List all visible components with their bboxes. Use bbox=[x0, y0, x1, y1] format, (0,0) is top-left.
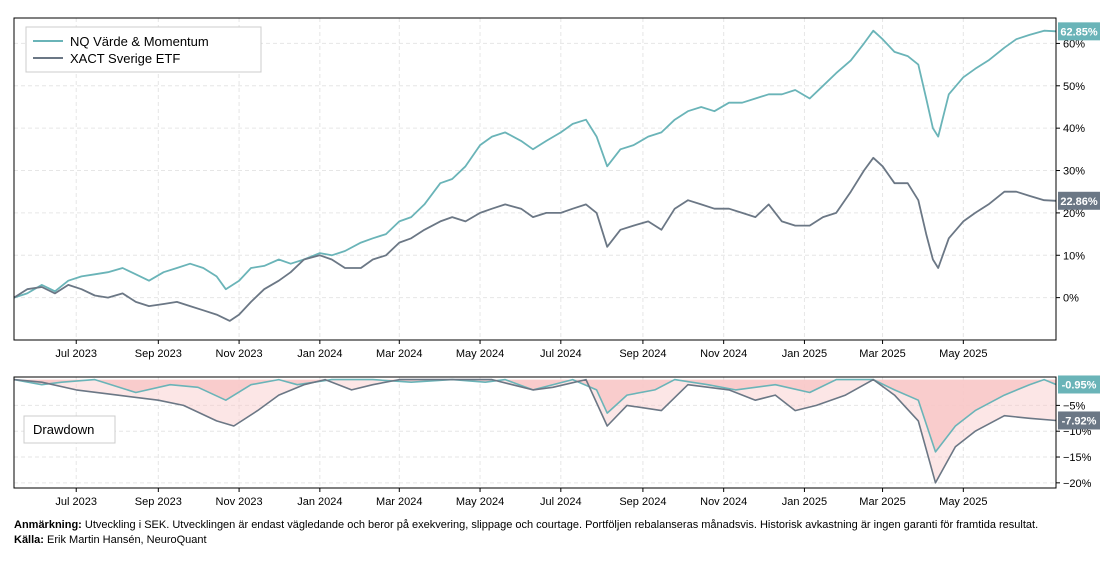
drawdown-x-tick-label: May 2025 bbox=[939, 496, 987, 508]
drawdown-nq-end-label-box bbox=[1058, 375, 1100, 394]
drawdown-panel-frame bbox=[13, 376, 1057, 489]
drawdown-title-text: Drawdown bbox=[33, 422, 94, 437]
drawdown-xact-end-label-box bbox=[1058, 411, 1100, 430]
legend: NQ Värde & Momentum XACT Sverige ETF bbox=[25, 26, 262, 73]
drawdown-y-tick-label: −5% bbox=[1063, 400, 1086, 412]
performance-xact-end-label-text: 22.86% bbox=[1060, 196, 1098, 208]
drawdown-x-tick-label: Sep 2023 bbox=[135, 496, 182, 508]
performance-x-tick-label: May 2024 bbox=[456, 348, 504, 360]
series-line-xact bbox=[13, 156, 1057, 322]
drawdown-x-tick-label: Sep 2024 bbox=[619, 496, 666, 508]
performance-x-tick-label: Nov 2024 bbox=[700, 348, 747, 360]
drawdown-title: Drawdown bbox=[23, 415, 116, 444]
drawdown-x-tick-label: Jul 2024 bbox=[540, 496, 582, 508]
performance-x-tick-label: Jan 2025 bbox=[782, 348, 827, 360]
performance-xact-end-label-box bbox=[1058, 191, 1100, 210]
drawdown-x-tick-label: Mar 2025 bbox=[859, 496, 905, 508]
performance-y-tick-label: 0% bbox=[1063, 293, 1079, 305]
performance-nq-end-label: 62.85% bbox=[1058, 22, 1100, 41]
legend-box bbox=[25, 26, 262, 73]
performance-x-tick-label: Sep 2024 bbox=[619, 348, 666, 360]
performance-y-tick-label: 10% bbox=[1063, 250, 1085, 262]
drawdown-area-xact bbox=[14, 379, 1056, 483]
drawdown-y-tick-label: −20% bbox=[1063, 478, 1092, 490]
performance-x-tick-label: Mar 2025 bbox=[859, 348, 905, 360]
drawdown-title-box bbox=[23, 415, 116, 444]
source-text: Erik Martin Hansén, NeuroQuant bbox=[43, 534, 207, 546]
drawdown-nq-end-label: -0.95% bbox=[1058, 375, 1100, 394]
performance-panel-frame bbox=[13, 17, 1057, 341]
drawdown-line-xact bbox=[13, 378, 1057, 484]
performance-y-tick-label: 50% bbox=[1063, 81, 1085, 93]
footnote: Anmärkning: Utveckling i SEK. Utveckling… bbox=[14, 518, 1038, 532]
performance-x-tick-label: Sep 2023 bbox=[135, 348, 182, 360]
performance-nq-end-label-text: 62.85% bbox=[1060, 26, 1098, 38]
drawdown-y-tick-label: −15% bbox=[1063, 452, 1092, 464]
drawdown-xact-end-label-text: -7.92% bbox=[1062, 415, 1097, 427]
performance-x-tick-label: Mar 2024 bbox=[376, 348, 422, 360]
performance-x-tick-label: Jul 2024 bbox=[540, 348, 582, 360]
footnote-label: Anmärkning: bbox=[14, 519, 82, 531]
drawdown-x-tick-label: Jul 2023 bbox=[55, 496, 97, 508]
performance-x-tick-label: Nov 2023 bbox=[216, 348, 263, 360]
series-line-nq bbox=[13, 29, 1057, 299]
performance-x-tick-label: Jan 2024 bbox=[297, 348, 342, 360]
drawdown-x-tick-label: Nov 2024 bbox=[700, 496, 747, 508]
drawdown-x-tick-label: May 2024 bbox=[456, 496, 504, 508]
drawdown-x-tick-label: Nov 2023 bbox=[216, 496, 263, 508]
legend-label: XACT Sverige ETF bbox=[70, 51, 180, 66]
performance-y-tick-label: 30% bbox=[1063, 166, 1085, 178]
performance-nq-end-label-box bbox=[1058, 22, 1100, 41]
drawdown-x-tick-label: Jan 2025 bbox=[782, 496, 827, 508]
performance-y-tick-label: 40% bbox=[1063, 123, 1085, 135]
performance-y-tick-label: 20% bbox=[1063, 208, 1085, 220]
source-label: Källa: bbox=[14, 534, 44, 546]
drawdown-x-tick-label: Jan 2024 bbox=[297, 496, 342, 508]
footnote-text: Utveckling i SEK. Utvecklingen är endast… bbox=[81, 519, 1039, 531]
source-note: Källa: Erik Martin Hansén, NeuroQuant bbox=[14, 533, 207, 547]
performance-xact-end-label: 22.86% bbox=[1058, 191, 1100, 210]
performance-x-tick-label: May 2025 bbox=[939, 348, 987, 360]
drawdown-nq-end-label-text: -0.95% bbox=[1062, 379, 1097, 391]
drawdown-line-nq bbox=[13, 378, 1057, 453]
legend-label: NQ Värde & Momentum bbox=[70, 34, 209, 49]
performance-y-tick-label: 60% bbox=[1063, 38, 1085, 50]
drawdown-xact-end-label: -7.92% bbox=[1058, 411, 1100, 430]
drawdown-x-tick-label: Mar 2024 bbox=[376, 496, 422, 508]
performance-x-tick-label: Jul 2023 bbox=[55, 348, 97, 360]
